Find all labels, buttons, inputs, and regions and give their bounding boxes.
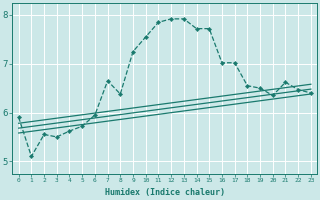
X-axis label: Humidex (Indice chaleur): Humidex (Indice chaleur) [105,188,225,197]
